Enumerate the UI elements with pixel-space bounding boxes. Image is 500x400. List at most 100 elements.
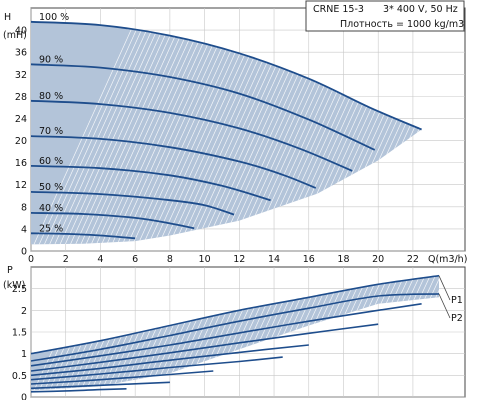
pq-y-tick-label: 2 bbox=[21, 306, 27, 317]
hq-hatch-line bbox=[46, 21, 157, 245]
hq-series-line bbox=[30, 99, 353, 172]
hq-y-tick-label: 36 bbox=[15, 48, 27, 59]
hq-hatch-line bbox=[473, 8, 500, 251]
hq-series-line bbox=[30, 212, 195, 230]
hq-hatch-line bbox=[103, 21, 215, 245]
hq-x-tick-label: 8 bbox=[167, 254, 173, 265]
hq-x-tick-label: 6 bbox=[132, 254, 138, 265]
legend-p2: P2 bbox=[451, 313, 463, 324]
hq-hatch-line bbox=[35, 21, 147, 245]
hq-hatch-line bbox=[72, 21, 183, 245]
hq-hatch-line bbox=[87, 21, 199, 245]
pq-hatch-line bbox=[463, 267, 500, 397]
hq-y-tick-label: 28 bbox=[15, 92, 27, 103]
pump-density: Плотность = 1000 kg/m3 bbox=[340, 19, 464, 30]
legend-p1-leader bbox=[438, 275, 451, 301]
pq-y-tick-label: 0.5 bbox=[12, 371, 27, 382]
hq-x-tick-label: 12 bbox=[233, 254, 245, 265]
hq-hatch-line bbox=[77, 21, 189, 245]
hq-y-tick-label: 16 bbox=[15, 158, 27, 169]
hq-series-label: 60 % bbox=[39, 156, 63, 167]
legend-p1: P1 bbox=[451, 295, 463, 306]
pq-y-tick-label: 2.5 bbox=[12, 284, 27, 295]
hq-series-line bbox=[30, 20, 422, 131]
hq-series-line bbox=[30, 232, 136, 240]
hq-x-tick-label: 14 bbox=[268, 254, 280, 265]
pq-hatch-line bbox=[483, 267, 500, 397]
hq-x-ticks: 0 2 4 6 8 10 12 14 16 18 20 22 bbox=[28, 254, 419, 265]
hq-y-ticks: 0 4 8 12 16 20 24 28 32 36 40 bbox=[15, 26, 27, 258]
hq-x-tick-label: 18 bbox=[337, 254, 349, 265]
hq-x-tick-label: 16 bbox=[303, 254, 315, 265]
hq-hatch-line bbox=[31, 21, 142, 245]
pq-hatch-line bbox=[478, 267, 500, 397]
legend-p2-leader bbox=[438, 293, 451, 319]
pq-hatch-line bbox=[494, 267, 500, 397]
hq-operating-envelope bbox=[31, 21, 422, 245]
hq-hatch-line bbox=[468, 8, 500, 251]
hq-series-label: 100 % bbox=[39, 12, 69, 23]
pq-y-ticks: 0 0.5 1 1.5 2 2.5 bbox=[12, 284, 27, 400]
hq-y-tick-label: 0 bbox=[21, 247, 27, 258]
hq-series-line bbox=[30, 63, 376, 151]
hq-hatch-line bbox=[41, 21, 152, 245]
hq-hatch-line bbox=[124, 21, 235, 245]
hq-x-axis-label: Q(m3/h) bbox=[428, 254, 467, 265]
hq-x-tick-label: 10 bbox=[199, 254, 211, 265]
pq-y-tick-label: 0 bbox=[21, 393, 27, 400]
hq-hatch-line bbox=[483, 8, 500, 251]
pq-series-line bbox=[30, 303, 422, 367]
hq-x-tick-label: 2 bbox=[63, 254, 69, 265]
pq-y-axis-label: P bbox=[7, 265, 13, 276]
hq-series-line bbox=[30, 165, 271, 202]
hq-hatch-line bbox=[51, 21, 163, 245]
hq-hatch-line bbox=[463, 8, 500, 251]
pq-series-line bbox=[30, 388, 127, 393]
pq-hatch-line bbox=[489, 267, 500, 397]
pq-y-tick-label: 1.5 bbox=[12, 328, 27, 339]
hq-hatch-line bbox=[108, 21, 220, 245]
hq-hatch-line bbox=[119, 21, 230, 245]
hq-curves: 100 % 90 % 80 % 70 % 60 % 50 % 40 % 25 % bbox=[30, 12, 422, 240]
hq-hatch-line bbox=[113, 21, 225, 245]
hq-y-tick-label: 40 bbox=[15, 26, 27, 37]
hq-x-tick-label: 4 bbox=[97, 254, 103, 265]
hq-hatch-line bbox=[82, 21, 194, 245]
hq-y-axis-unit: (mH) bbox=[3, 30, 27, 41]
hq-hatch-line bbox=[93, 21, 204, 245]
hq-x-tick-label: 0 bbox=[28, 254, 34, 265]
pq-series-line bbox=[30, 381, 170, 390]
hq-y-axis-label: H bbox=[4, 12, 11, 23]
pq-hatch-line bbox=[473, 267, 500, 397]
hq-y-tick-label: 20 bbox=[15, 136, 27, 147]
pq-series-line bbox=[30, 344, 309, 377]
hq-y-tick-label: 4 bbox=[21, 224, 27, 235]
hq-y-tick-label: 12 bbox=[15, 180, 27, 191]
hq-series-label: 25 % bbox=[39, 223, 63, 234]
hq-hatch-line bbox=[67, 21, 178, 245]
pq-curves bbox=[30, 274, 451, 393]
hq-series-label: 70 % bbox=[39, 126, 63, 137]
hq-hatch-line bbox=[478, 8, 500, 251]
pq-y-tick-label: 1 bbox=[21, 349, 27, 360]
hq-y-tick-label: 8 bbox=[21, 202, 27, 213]
hq-x-tick-label: 22 bbox=[407, 254, 419, 265]
hq-hatch-line bbox=[61, 21, 173, 245]
pump-supply: 3* 400 V, 50 Hz bbox=[383, 4, 458, 15]
pq-hatch-line bbox=[468, 267, 500, 397]
hq-hatch-line bbox=[489, 8, 500, 251]
pq-series-line bbox=[30, 293, 440, 362]
hq-series-label: 50 % bbox=[39, 182, 63, 193]
hq-series-line bbox=[30, 191, 235, 216]
hq-series-line bbox=[30, 135, 317, 189]
hq-series-label: 80 % bbox=[39, 91, 63, 102]
pq-y-axis-unit: (kW) bbox=[3, 280, 25, 291]
hq-series-label: 40 % bbox=[39, 203, 63, 214]
pq-series-line bbox=[30, 323, 379, 372]
pq-series-line bbox=[30, 370, 214, 385]
pump-model: CRNE 15-3 bbox=[313, 4, 364, 15]
pq-series-line bbox=[30, 356, 283, 381]
hq-x-tick-label: 20 bbox=[372, 254, 384, 265]
hq-hatch-line bbox=[98, 21, 209, 245]
